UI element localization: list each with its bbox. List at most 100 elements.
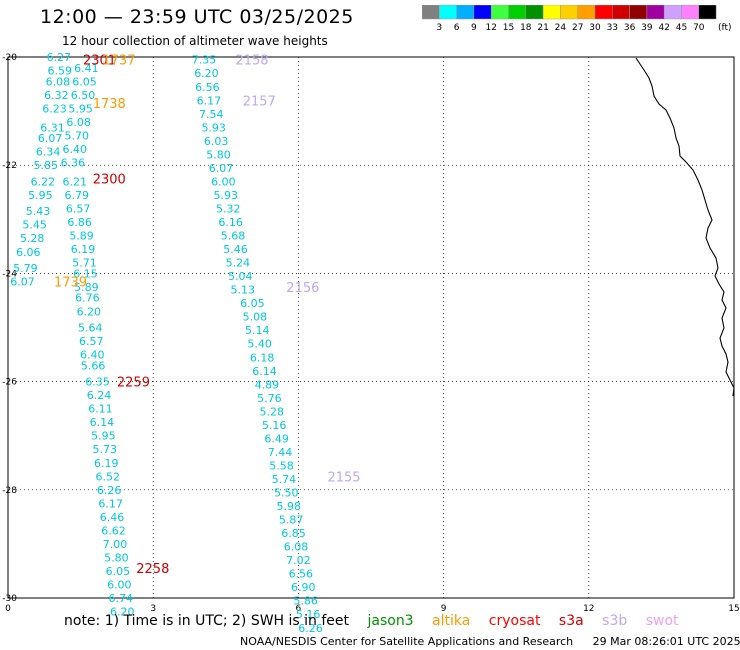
swh-value: 5.58 bbox=[269, 459, 294, 472]
swh-value: 6.18 bbox=[250, 351, 275, 364]
pass-time-label: 2258 bbox=[136, 562, 169, 577]
swh-value: 6.00 bbox=[211, 175, 236, 188]
legend-jason3: jason3 bbox=[367, 613, 414, 629]
pass-time-label: 2259 bbox=[117, 376, 150, 391]
colorbar-label: 24 bbox=[555, 23, 567, 33]
swh-value: 5.14 bbox=[245, 324, 270, 337]
colorbar-label: 18 bbox=[520, 23, 532, 33]
colorbar-label: 45 bbox=[676, 23, 687, 33]
swh-value: 5.80 bbox=[104, 551, 129, 564]
swh-value: 6.08 bbox=[46, 75, 71, 88]
swh-value: 6.17 bbox=[98, 497, 123, 510]
swh-value: 6.74 bbox=[109, 592, 134, 605]
swh-value: 7.44 bbox=[268, 446, 293, 459]
swh-value: 7.35 bbox=[192, 54, 217, 67]
x-tick-label: 0 bbox=[5, 604, 11, 614]
swh-value: 5.46 bbox=[223, 243, 248, 256]
swh-value: 6.34 bbox=[36, 146, 61, 159]
swh-value: 6.06 bbox=[16, 246, 41, 259]
swh-value: 6.20 bbox=[194, 67, 219, 80]
swh-value: 5.89 bbox=[74, 281, 99, 294]
x-tick-label: 3 bbox=[150, 604, 156, 614]
swh-value: 5.16 bbox=[262, 419, 287, 432]
swh-value: 7.00 bbox=[103, 538, 128, 551]
swh-value: 5.80 bbox=[206, 148, 231, 161]
pass-time-label: 2158 bbox=[235, 54, 268, 69]
swh-value: 6.05 bbox=[240, 297, 265, 310]
swh-value: 5.16 bbox=[296, 608, 321, 621]
chart-title: 12:00 — 23:59 UTC 03/25/2025 bbox=[40, 6, 354, 28]
pass-time-label: 1739 bbox=[54, 276, 87, 291]
y-tick-label: -26 bbox=[2, 378, 17, 388]
swh-value: 6.16 bbox=[218, 216, 243, 229]
swh-value: 6.57 bbox=[79, 335, 104, 348]
swh-value: 6.59 bbox=[48, 65, 73, 78]
swh-value: 5.76 bbox=[257, 392, 282, 405]
legend-s3a: s3a bbox=[558, 613, 584, 629]
swh-value: 5.95 bbox=[28, 189, 53, 202]
pass-time-label: 2155 bbox=[327, 470, 360, 485]
swh-value: 6.57 bbox=[66, 202, 91, 215]
swh-value: 5.74 bbox=[272, 473, 297, 486]
swh-value: 6.56 bbox=[195, 81, 220, 94]
swh-value: 5.89 bbox=[69, 230, 94, 243]
swh-value: 6.07 bbox=[10, 276, 35, 289]
swh-value: 5.73 bbox=[93, 443, 118, 456]
swh-value: 6.24 bbox=[87, 389, 112, 402]
swh-value: 5.64 bbox=[78, 322, 103, 335]
swh-value: 6.17 bbox=[197, 94, 222, 107]
swh-value: 6.26 bbox=[298, 622, 323, 635]
swh-value: 5.40 bbox=[247, 338, 272, 351]
pass-time-label: 2157 bbox=[243, 94, 276, 109]
swh-value: 5.95 bbox=[91, 430, 116, 443]
swh-value: 6.32 bbox=[44, 89, 69, 102]
swh-value: 6.00 bbox=[107, 578, 132, 591]
swh-value: 6.07 bbox=[38, 132, 63, 145]
chart-subtitle: 12 hour collection of altimeter wave hei… bbox=[62, 34, 328, 48]
swh-value: 5.68 bbox=[221, 230, 246, 243]
swh-value: 6.23 bbox=[42, 102, 67, 115]
swh-value: 5.28 bbox=[260, 405, 285, 418]
swh-value: 5.50 bbox=[274, 487, 299, 500]
swh-value: 6.26 bbox=[97, 484, 122, 497]
swh-value: 6.08 bbox=[284, 541, 309, 554]
pass-time-label: 1738 bbox=[93, 97, 126, 112]
y-tick-label: -22 bbox=[2, 161, 17, 171]
swh-value: 6.49 bbox=[264, 432, 289, 445]
swh-value: 5.95 bbox=[68, 102, 93, 115]
note-line: note: 1) Time is in UTC; 2) SWH is in fe… bbox=[64, 613, 679, 629]
swh-value: 6.35 bbox=[85, 376, 110, 389]
swh-value: 6.56 bbox=[289, 568, 314, 581]
swh-value: 6.20 bbox=[77, 305, 102, 318]
swh-value: 6.41 bbox=[74, 62, 99, 75]
y-tick-label: -30 bbox=[2, 594, 17, 604]
swh-value: 6.11 bbox=[88, 403, 113, 416]
x-tick-label: 15 bbox=[728, 604, 739, 614]
colorbar-label: 33 bbox=[607, 23, 618, 33]
swh-value: 5.43 bbox=[26, 205, 51, 218]
swh-value: 6.86 bbox=[67, 216, 92, 229]
swh-value: 5.13 bbox=[230, 284, 255, 297]
colorbar-label: 36 bbox=[624, 23, 636, 33]
swh-value: 6.90 bbox=[291, 581, 316, 594]
swh-value: 6.05 bbox=[72, 75, 97, 88]
colorbar-label: 9 bbox=[471, 23, 477, 33]
swh-value: 6.08 bbox=[66, 116, 91, 129]
x-tick-label: 9 bbox=[441, 604, 447, 614]
swh-value: 7.54 bbox=[199, 108, 224, 121]
credit-timestamp: 29 Mar 08:26:01 UTC 2025 bbox=[592, 635, 740, 648]
plot-frame bbox=[7, 56, 735, 599]
swh-value: 5.93 bbox=[214, 189, 239, 202]
colorbar-label: 21 bbox=[537, 23, 548, 33]
swh-value: 5.93 bbox=[201, 121, 226, 134]
coastline bbox=[635, 57, 735, 397]
colorbar-label: 3 bbox=[436, 23, 442, 33]
swh-value: 6.40 bbox=[80, 349, 105, 362]
swh-value: 6.19 bbox=[94, 457, 119, 470]
swh-value: 6.40 bbox=[63, 143, 88, 156]
y-tick-label: -20 bbox=[2, 53, 17, 63]
swh-value: 6.62 bbox=[101, 524, 126, 537]
swh-value: 5.66 bbox=[81, 359, 106, 372]
swh-value: 6.07 bbox=[209, 162, 234, 175]
